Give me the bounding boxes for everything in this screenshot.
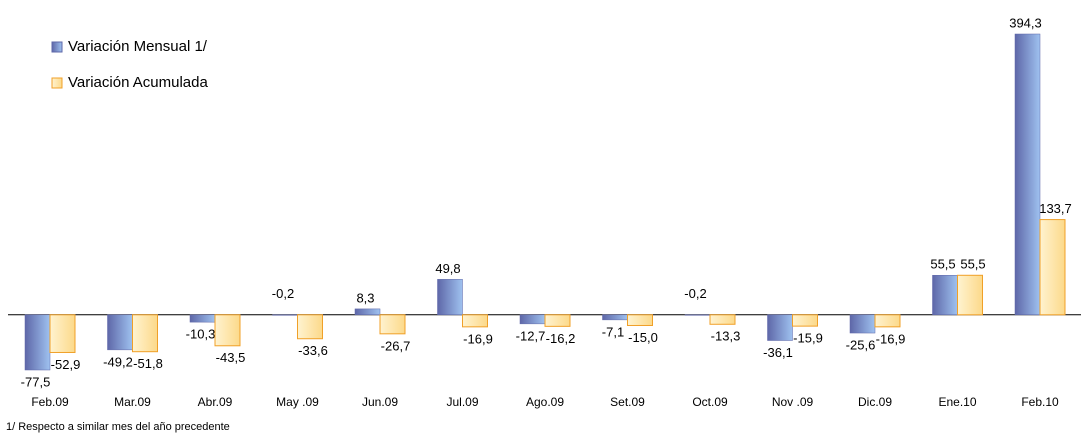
legend-label: Variación Acumulada xyxy=(68,74,208,91)
x-tick-label: Jun.09 xyxy=(362,395,398,409)
data-label: -51,8 xyxy=(133,356,163,371)
x-tick-label: Oct.09 xyxy=(692,395,728,409)
data-label: -10,3 xyxy=(186,327,216,342)
bar xyxy=(49,314,76,353)
bar xyxy=(627,314,653,326)
data-label: 133,7 xyxy=(1039,201,1072,216)
data-label: -26,7 xyxy=(381,338,411,353)
x-tick-label: Dic.09 xyxy=(858,395,892,409)
data-label: -16,2 xyxy=(546,331,576,346)
bar xyxy=(214,314,241,347)
bar xyxy=(297,314,323,340)
bar xyxy=(684,314,711,316)
x-tick-label: Ago.09 xyxy=(526,395,564,409)
bar xyxy=(874,314,901,328)
bar xyxy=(354,308,381,316)
bar xyxy=(189,314,216,323)
data-label: 8,3 xyxy=(356,290,374,305)
data-label: 394,3 xyxy=(1009,15,1042,30)
bar xyxy=(132,314,158,353)
x-tick-label: Feb.09 xyxy=(31,395,69,409)
x-tick-label: May .09 xyxy=(276,395,319,409)
bar xyxy=(107,314,133,351)
x-tick-label: Jul.09 xyxy=(446,395,478,409)
data-label: -16,9 xyxy=(463,331,493,346)
x-tick-label: Ene.10 xyxy=(938,395,976,409)
data-label: -25,6 xyxy=(846,337,876,352)
data-label: -0,2 xyxy=(684,286,706,301)
bar xyxy=(767,314,793,341)
legend-swatch xyxy=(51,41,63,53)
bar xyxy=(792,314,818,327)
data-label: 55,5 xyxy=(930,257,955,272)
legend-swatch xyxy=(51,77,63,89)
x-tick-label: Mar.09 xyxy=(114,395,151,409)
bar xyxy=(519,314,546,325)
data-label: -7,1 xyxy=(602,324,624,339)
data-label: -15,9 xyxy=(793,331,823,346)
bar xyxy=(1039,219,1066,316)
footnote: 1/ Respecto a similar mes del año preced… xyxy=(6,421,230,433)
data-label: -0,2 xyxy=(272,286,294,301)
bar xyxy=(932,275,958,316)
data-label: 49,8 xyxy=(435,261,460,276)
data-label: -16,9 xyxy=(876,331,906,346)
legend-label: Variación Mensual 1/ xyxy=(68,38,208,55)
data-label: -52,9 xyxy=(51,357,81,372)
data-label: -12,7 xyxy=(516,328,546,343)
data-label: -49,2 xyxy=(103,354,133,369)
bar xyxy=(437,279,463,316)
data-label: 55,5 xyxy=(960,257,985,272)
x-tick-label: Set.09 xyxy=(610,395,645,409)
bar xyxy=(602,314,628,321)
data-label: -36,1 xyxy=(763,345,793,360)
x-tick-label: Abr.09 xyxy=(198,395,233,409)
bar xyxy=(1014,33,1041,316)
x-tick-label: Feb.10 xyxy=(1021,395,1059,409)
data-label: -77,5 xyxy=(21,374,51,389)
bar xyxy=(849,314,876,334)
data-label: -43,5 xyxy=(216,350,246,365)
bar xyxy=(379,314,406,335)
x-tick-label: Nov .09 xyxy=(772,395,814,409)
bar xyxy=(272,314,298,316)
bar xyxy=(24,314,51,371)
bar xyxy=(709,314,736,325)
bar xyxy=(462,314,488,328)
data-label: -15,0 xyxy=(628,330,658,345)
data-label: -33,6 xyxy=(298,343,328,358)
bar xyxy=(544,314,571,327)
data-label: -13,3 xyxy=(711,329,741,344)
bar xyxy=(957,274,983,316)
